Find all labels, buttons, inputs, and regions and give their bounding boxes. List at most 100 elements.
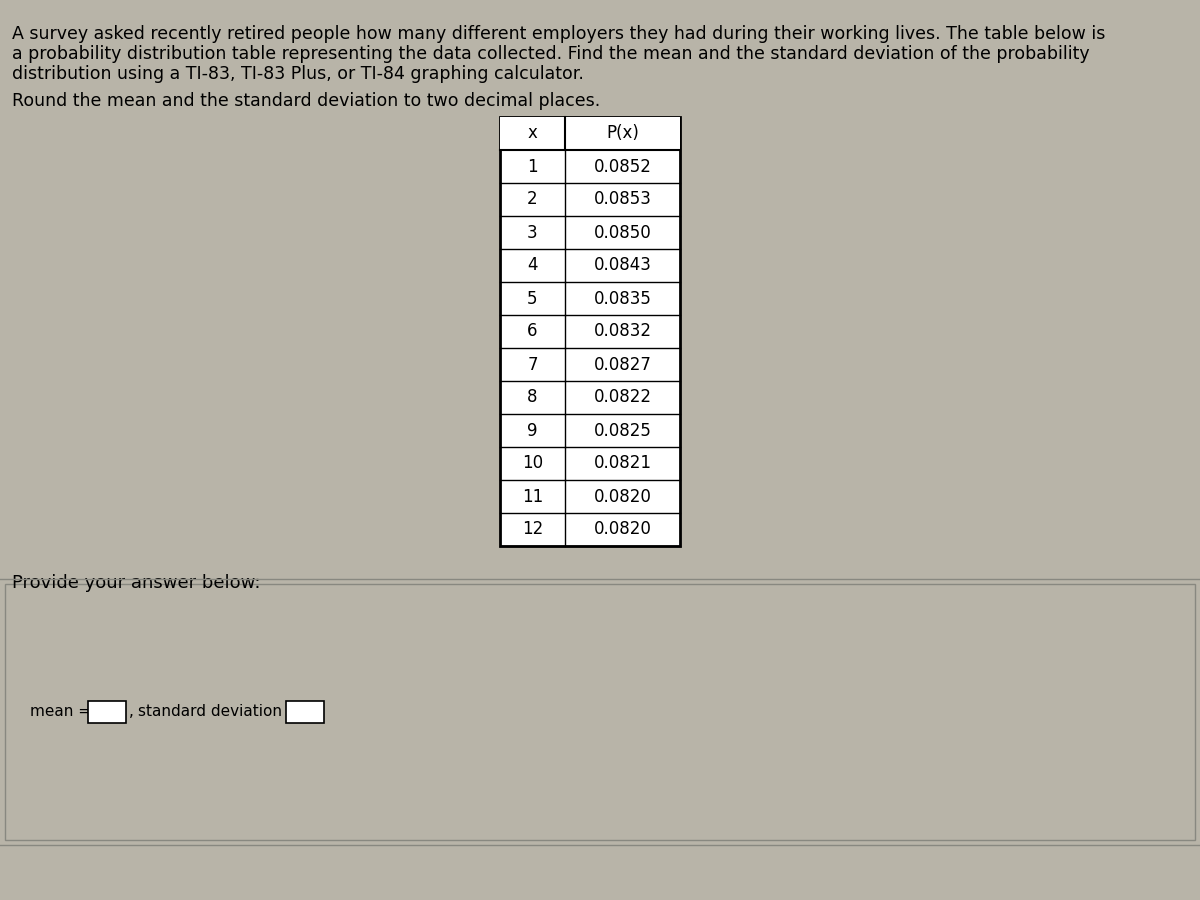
- Bar: [552, 436, 560, 444]
- Bar: [1080, 268, 1088, 276]
- Bar: [168, 380, 176, 388]
- Bar: [648, 260, 656, 268]
- Bar: [264, 28, 272, 36]
- Bar: [1096, 284, 1104, 292]
- Bar: [448, 708, 456, 716]
- Bar: [472, 340, 480, 348]
- Bar: [608, 708, 616, 716]
- Bar: [384, 228, 392, 236]
- Bar: [184, 644, 192, 652]
- Bar: [1144, 20, 1152, 28]
- Bar: [16, 828, 24, 836]
- Bar: [984, 380, 992, 388]
- Bar: [352, 116, 360, 124]
- Bar: [464, 404, 472, 412]
- Bar: [304, 652, 312, 660]
- Bar: [792, 260, 800, 268]
- Bar: [864, 228, 872, 236]
- Bar: [216, 444, 224, 452]
- Bar: [240, 12, 248, 20]
- Bar: [96, 492, 104, 500]
- Bar: [120, 436, 128, 444]
- Bar: [952, 52, 960, 60]
- Bar: [480, 460, 488, 468]
- Bar: [616, 516, 624, 524]
- Bar: [1144, 252, 1152, 260]
- Bar: [168, 484, 176, 492]
- Bar: [928, 652, 936, 660]
- Bar: [0, 740, 8, 748]
- Bar: [752, 28, 760, 36]
- Bar: [144, 340, 152, 348]
- Bar: [232, 508, 240, 516]
- Bar: [736, 284, 744, 292]
- Bar: [632, 172, 640, 180]
- Bar: [752, 748, 760, 756]
- Bar: [568, 668, 576, 676]
- Bar: [8, 28, 16, 36]
- Bar: [128, 716, 136, 724]
- Bar: [936, 12, 944, 20]
- Bar: [928, 188, 936, 196]
- Bar: [352, 308, 360, 316]
- Bar: [1168, 164, 1176, 172]
- Bar: [264, 316, 272, 324]
- Bar: [928, 164, 936, 172]
- Bar: [288, 572, 296, 580]
- Bar: [824, 132, 832, 140]
- Bar: [552, 540, 560, 548]
- Bar: [520, 652, 528, 660]
- Bar: [760, 396, 768, 404]
- Bar: [320, 252, 328, 260]
- Bar: [248, 716, 256, 724]
- Bar: [1056, 540, 1064, 548]
- Bar: [264, 788, 272, 796]
- Bar: [360, 52, 368, 60]
- Bar: [376, 460, 384, 468]
- Bar: [1104, 28, 1112, 36]
- Bar: [720, 44, 728, 52]
- Bar: [640, 660, 648, 668]
- Bar: [336, 276, 344, 284]
- Bar: [16, 796, 24, 804]
- Bar: [744, 76, 752, 84]
- Bar: [1104, 60, 1112, 68]
- Bar: [1112, 628, 1120, 636]
- Bar: [592, 340, 600, 348]
- Bar: [64, 260, 72, 268]
- Bar: [856, 780, 864, 788]
- Bar: [48, 212, 56, 220]
- Bar: [96, 316, 104, 324]
- Bar: [192, 148, 200, 156]
- Bar: [272, 652, 280, 660]
- Bar: [384, 36, 392, 44]
- Bar: [264, 380, 272, 388]
- Bar: [376, 372, 384, 380]
- Bar: [128, 692, 136, 700]
- Bar: [552, 564, 560, 572]
- Bar: [152, 548, 160, 556]
- Bar: [848, 100, 856, 108]
- Bar: [336, 828, 344, 836]
- Bar: [184, 612, 192, 620]
- Bar: [1160, 588, 1168, 596]
- Bar: [880, 324, 888, 332]
- Bar: [336, 180, 344, 188]
- Bar: [568, 204, 576, 212]
- Bar: [1136, 124, 1144, 132]
- Text: 2: 2: [527, 191, 538, 209]
- Bar: [344, 372, 352, 380]
- Bar: [392, 548, 400, 556]
- Bar: [608, 724, 616, 732]
- Bar: [1096, 732, 1104, 740]
- Bar: [8, 76, 16, 84]
- Bar: [16, 516, 24, 524]
- Bar: [808, 484, 816, 492]
- Bar: [576, 300, 584, 308]
- Bar: [32, 292, 40, 300]
- Bar: [752, 804, 760, 812]
- Bar: [392, 668, 400, 676]
- Bar: [144, 580, 152, 588]
- Bar: [1096, 788, 1104, 796]
- Bar: [1048, 356, 1056, 364]
